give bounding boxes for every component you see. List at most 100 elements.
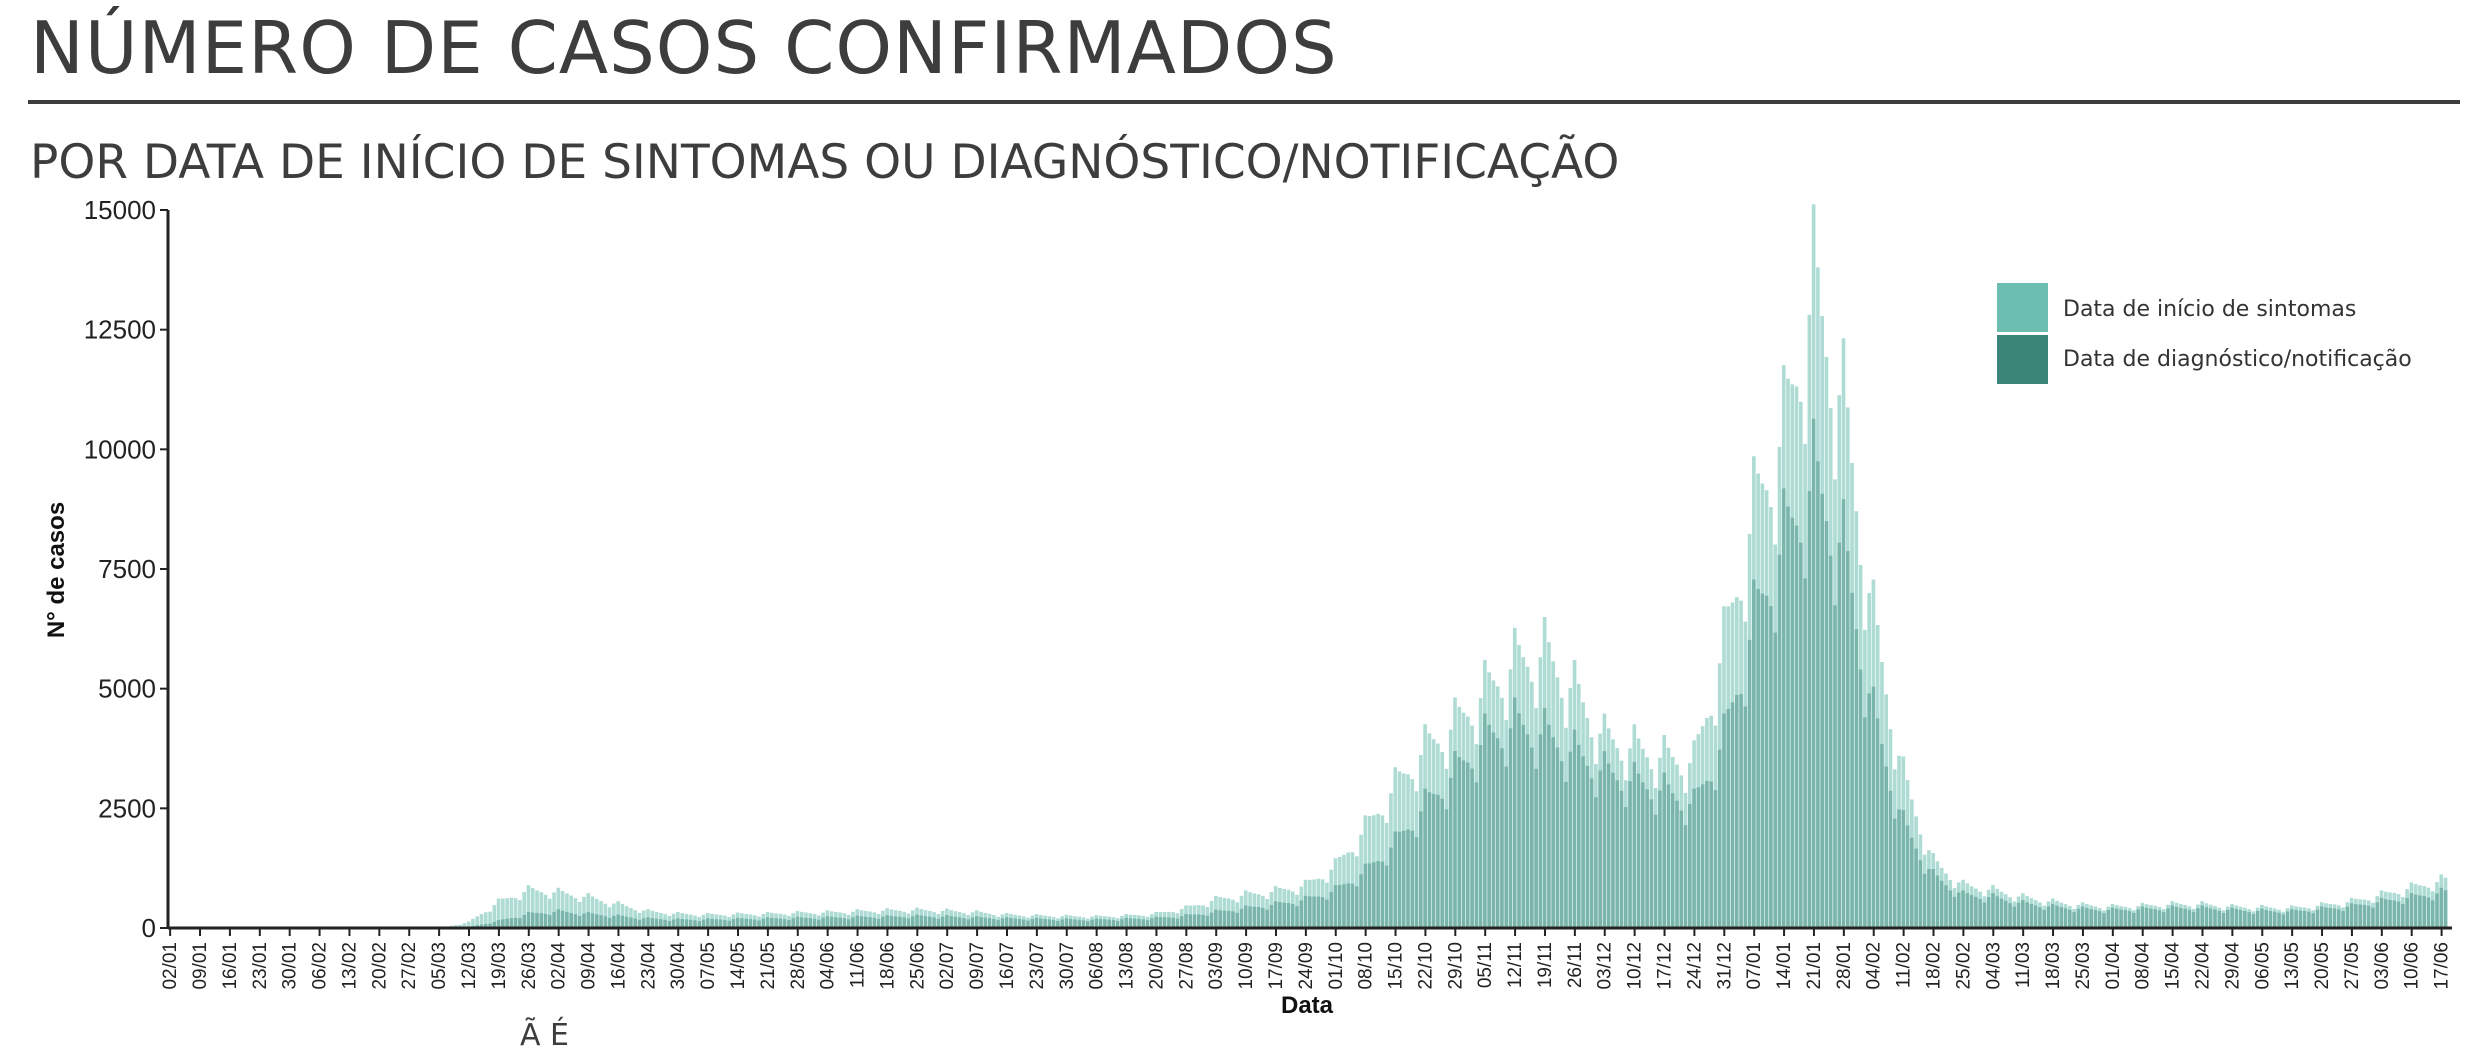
bar-diagnosis (574, 914, 578, 928)
x-tick-label: 06/02 (310, 942, 331, 990)
bar-diagnosis (2320, 907, 2324, 928)
bar-diagnosis (2226, 910, 2230, 928)
bar-diagnosis (2277, 913, 2281, 928)
bar-diagnosis (1983, 903, 1987, 928)
bar-diagnosis (2252, 914, 2256, 928)
bar-diagnosis (1739, 694, 1743, 928)
bar-diagnosis (2371, 908, 2375, 928)
bar-diagnosis (646, 917, 650, 928)
bar-diagnosis (1684, 825, 1688, 928)
bar-diagnosis (1957, 892, 1961, 928)
bar-diagnosis (864, 917, 868, 928)
bar-diagnosis (821, 918, 825, 928)
x-tick-label: 03/06 (2372, 942, 2393, 990)
bar-diagnosis (736, 918, 740, 928)
x-tick-label: 27/02 (399, 942, 420, 990)
bar-diagnosis (2213, 909, 2217, 928)
bar-diagnosis (2021, 900, 2025, 928)
page-subtitle: POR DATA DE INÍCIO DE SINTOMAS OU DIAGNÓ… (30, 135, 1619, 190)
bar-diagnosis (1487, 725, 1491, 928)
bar-diagnosis (2418, 896, 2422, 928)
bar-diagnosis (1167, 917, 1171, 928)
bar-diagnosis (1701, 784, 1705, 928)
bar-diagnosis (971, 918, 975, 928)
bar-diagnosis (1901, 810, 1905, 928)
x-tick-label: 23/07 (1027, 942, 1048, 990)
bar-diagnosis (1923, 874, 1927, 928)
bar-diagnosis (1991, 893, 1995, 928)
bar-diagnosis (984, 918, 988, 928)
x-tick-label: 08/10 (1356, 942, 1377, 990)
bar-diagnosis (2162, 912, 2166, 928)
bar-diagnosis (2085, 908, 2089, 928)
bar-diagnosis (2064, 908, 2068, 928)
x-tick-label: 25/06 (907, 942, 928, 990)
bar-diagnosis (1564, 782, 1568, 928)
x-tick-label: 28/05 (788, 942, 809, 990)
bar-diagnosis (1235, 913, 1239, 928)
x-tick-label: 16/01 (220, 942, 241, 990)
bar-diagnosis (1385, 866, 1389, 928)
bar-diagnosis (2047, 906, 2051, 928)
bar-diagnosis (1803, 578, 1807, 928)
bar-diagnosis (1180, 916, 1184, 928)
bar-diagnosis (1624, 807, 1628, 928)
x-tick-label: 15/04 (2163, 942, 2184, 990)
bar-diagnosis (1863, 717, 1867, 928)
bar-diagnosis (868, 917, 872, 928)
bar-diagnosis (860, 916, 864, 928)
series-diagnosis (441, 419, 2447, 928)
bar-diagnosis (1547, 725, 1551, 928)
bar-diagnosis (1688, 804, 1692, 928)
bar-diagnosis (1654, 815, 1658, 928)
bar-diagnosis (2358, 905, 2362, 928)
bar-diagnosis (1820, 494, 1824, 928)
bar-diagnosis (2089, 909, 2093, 928)
x-tick-label: 05/11 (1475, 942, 1496, 988)
x-tick-label: 12/03 (459, 942, 480, 990)
bar-diagnosis (616, 915, 620, 928)
bar-diagnosis (1410, 831, 1414, 928)
bar-diagnosis (1539, 734, 1543, 928)
bar-diagnosis (1995, 896, 1999, 928)
bar-diagnosis (1650, 799, 1654, 928)
bar-diagnosis (2132, 913, 2136, 928)
bar-diagnosis (1748, 640, 1752, 928)
bar-diagnosis (1457, 757, 1461, 928)
bar-diagnosis (1304, 896, 1308, 928)
bar-diagnosis (1521, 725, 1525, 928)
bar-diagnosis (1415, 837, 1419, 928)
bar-diagnosis (1709, 782, 1713, 928)
bar-diagnosis (1466, 763, 1470, 928)
bar-diagnosis (1398, 832, 1402, 928)
bar-diagnosis (1940, 881, 1944, 928)
bar-diagnosis (1880, 744, 1884, 928)
bar-diagnosis (612, 916, 616, 928)
x-tick-label: 22/10 (1415, 942, 1436, 990)
bar-diagnosis (881, 917, 885, 928)
bar-diagnosis (514, 918, 518, 928)
bar-diagnosis (2059, 907, 2063, 928)
bar-diagnosis (1594, 797, 1598, 928)
bar-diagnosis (1765, 596, 1769, 928)
bar-diagnosis (1035, 918, 1039, 928)
bar-diagnosis (1786, 507, 1790, 928)
bar-diagnosis (1265, 910, 1269, 928)
bar-diagnosis (2303, 911, 2307, 928)
bar-diagnosis (1705, 781, 1709, 928)
bar-diagnosis (599, 915, 603, 928)
x-tick-label: 30/07 (1057, 942, 1078, 990)
bar-diagnosis (1936, 876, 1940, 928)
bar-diagnosis (557, 909, 561, 928)
y-tick-label: 12500 (84, 315, 156, 345)
bar-diagnosis (2439, 888, 2443, 928)
bar-diagnosis (834, 917, 838, 928)
bar-diagnosis (1252, 907, 1256, 928)
bar-diagnosis (1910, 838, 1914, 928)
bar-diagnosis (1483, 714, 1487, 928)
bar-diagnosis (979, 917, 983, 928)
bar-diagnosis (1513, 697, 1517, 928)
bar-diagnosis (1462, 760, 1466, 928)
x-tick-label: 08/04 (2133, 942, 2154, 990)
